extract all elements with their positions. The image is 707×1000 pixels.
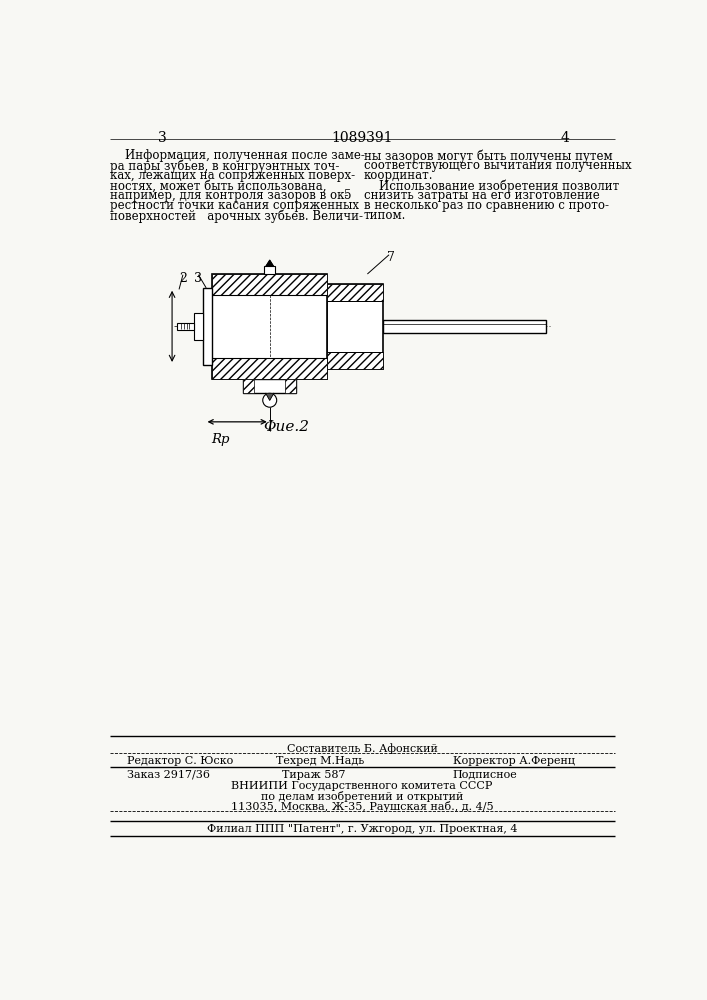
Text: Rp: Rp [211,433,229,446]
Text: 1089391: 1089391 [331,131,392,145]
Bar [327,284,383,301]
Bar [212,274,327,379]
Bar [243,379,255,393]
Text: рестности точки касания сопряженных: рестности точки касания сопряженных [110,199,359,212]
Text: типом.: типом. [363,209,406,222]
Text: 113035, Москва, Ж-35, Раушская наб., д. 4/5: 113035, Москва, Ж-35, Раушская наб., д. … [230,801,493,812]
Bar [203,288,212,365]
Circle shape [263,393,276,407]
Text: Информация, полученная после заме-: Информация, полученная после заме- [110,149,365,162]
Text: 4: 4 [561,131,569,145]
Text: в несколько раз по сравнению с прото-: в несколько раз по сравнению с прото- [363,199,609,212]
Text: 7: 7 [387,251,395,264]
Bar [194,312,203,340]
Text: Φue.2: Φue.2 [263,420,309,434]
Bar [327,284,383,369]
Text: ра пары зубьев, в конгруэнтных точ-: ра пары зубьев, в конгруэнтных точ- [110,159,339,173]
Text: Составитель Б. Афонский: Составитель Б. Афонский [286,744,438,754]
Text: Корректор А.Ференц: Корректор А.Ференц [452,756,575,766]
Polygon shape [266,260,274,266]
Bar [383,320,546,333]
Text: Подписное: Подписное [452,770,518,780]
Polygon shape [266,393,274,400]
Bar [212,358,327,379]
Text: Тираж 587: Тираж 587 [282,770,346,780]
Bar [177,323,194,330]
Text: Филиал ППП "Патент", г. Ужгород, ул. Проектная, 4: Филиал ППП "Патент", г. Ужгород, ул. Про… [206,824,518,834]
Text: 5: 5 [344,189,351,202]
Text: Техред М.Надь: Техред М.Надь [276,756,364,766]
Text: ВНИИПИ Государственного комитета СССР: ВНИИПИ Государственного комитета СССР [231,781,493,791]
Text: ках, лежащих на сопряженных поверх-: ках, лежащих на сопряженных поверх- [110,169,355,182]
Text: 3: 3 [158,131,166,145]
Text: ностях, может быть использована,: ностях, может быть использована, [110,179,327,192]
Text: например, для контроля зазоров в ок-: например, для контроля зазоров в ок- [110,189,349,202]
Bar [212,274,327,295]
Bar [264,266,275,274]
Bar [243,379,296,393]
Bar [285,379,296,393]
Text: Заказ 2917/36: Заказ 2917/36 [127,770,210,780]
Text: Использование изобретения позволит: Использование изобретения позволит [363,179,619,193]
Text: по делам изобретений и открытий: по делам изобретений и открытий [261,791,463,802]
Text: 2: 2 [179,272,187,285]
Text: снизить затраты на его изготовление: снизить затраты на его изготовление [363,189,600,202]
Text: ны зазоров могут быть получены путем: ны зазоров могут быть получены путем [363,149,612,163]
Text: соответствующего вычитания полученных: соответствующего вычитания полученных [363,159,631,172]
Text: координат.: координат. [363,169,433,182]
Text: Редактор С. Юско: Редактор С. Юско [127,756,233,766]
Text: поверхностей   арочных зубьев. Величи-: поверхностей арочных зубьев. Величи- [110,209,363,223]
Bar [327,352,383,369]
Text: 3: 3 [194,272,202,285]
